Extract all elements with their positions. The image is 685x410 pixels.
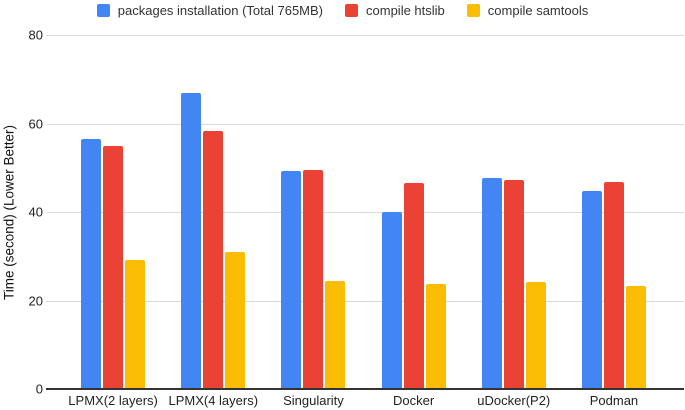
bar-group (364, 35, 464, 389)
y-tick-label: 0 (35, 381, 43, 397)
bar (225, 252, 246, 389)
bar (481, 177, 502, 389)
bar (581, 191, 602, 389)
x-axis-label: LPMX(4 layers) (168, 393, 259, 408)
bar-group (163, 35, 263, 389)
bar (281, 171, 302, 389)
bar-group (263, 35, 363, 389)
bar (503, 180, 524, 389)
bar (181, 92, 202, 389)
x-axis-label: Singularity (283, 393, 344, 408)
bar (125, 259, 146, 389)
bar (603, 182, 624, 389)
bar-group (464, 35, 564, 389)
plot-area (46, 35, 684, 390)
x-axis-label: LPMX(2 layers) (68, 393, 158, 408)
bar-group (63, 35, 163, 389)
legend-item: packages installation (Total 765MB) (96, 3, 324, 18)
legend-swatch-icon (345, 4, 359, 17)
legend-label: compile samtools (487, 3, 589, 18)
gridline (46, 212, 684, 213)
x-axis-line (46, 388, 684, 390)
chart-legend: packages installation (Total 765MB) compi… (0, 3, 685, 18)
bar (625, 286, 646, 389)
bar-groups (63, 35, 664, 389)
y-axis-tick-labels: 0 20 40 60 80 (0, 28, 43, 397)
bar (303, 169, 324, 389)
x-axis-labels: LPMX(2 layers) LPMX(4 layers) Singularity D… (63, 393, 664, 408)
bar (425, 283, 446, 389)
bar (525, 282, 546, 389)
gridline (46, 300, 684, 302)
legend-swatch-icon (466, 4, 480, 17)
legend-label: compile htslib (366, 3, 445, 18)
legend-item: compile samtools (466, 3, 589, 18)
legend-swatch-icon (96, 4, 110, 17)
bar (203, 130, 224, 389)
bar (81, 138, 102, 389)
bar (103, 145, 124, 389)
y-tick-label: 40 (28, 204, 43, 220)
y-tick-label: 20 (28, 293, 43, 308)
y-tick-label: 60 (28, 116, 43, 131)
legend-item: compile htslib (345, 3, 445, 18)
gridline (46, 123, 684, 125)
bar (325, 281, 346, 389)
y-tick-label: 80 (28, 27, 43, 43)
gridline (46, 35, 684, 36)
bar (403, 183, 424, 389)
legend-label: packages installation (Total 765MB) (117, 3, 324, 18)
x-axis-label: Podman (589, 393, 639, 408)
x-axis-label: uDocker(P2) (477, 393, 551, 408)
x-axis-label: Docker (393, 393, 435, 408)
bar (381, 211, 402, 389)
bar-group (564, 35, 664, 389)
